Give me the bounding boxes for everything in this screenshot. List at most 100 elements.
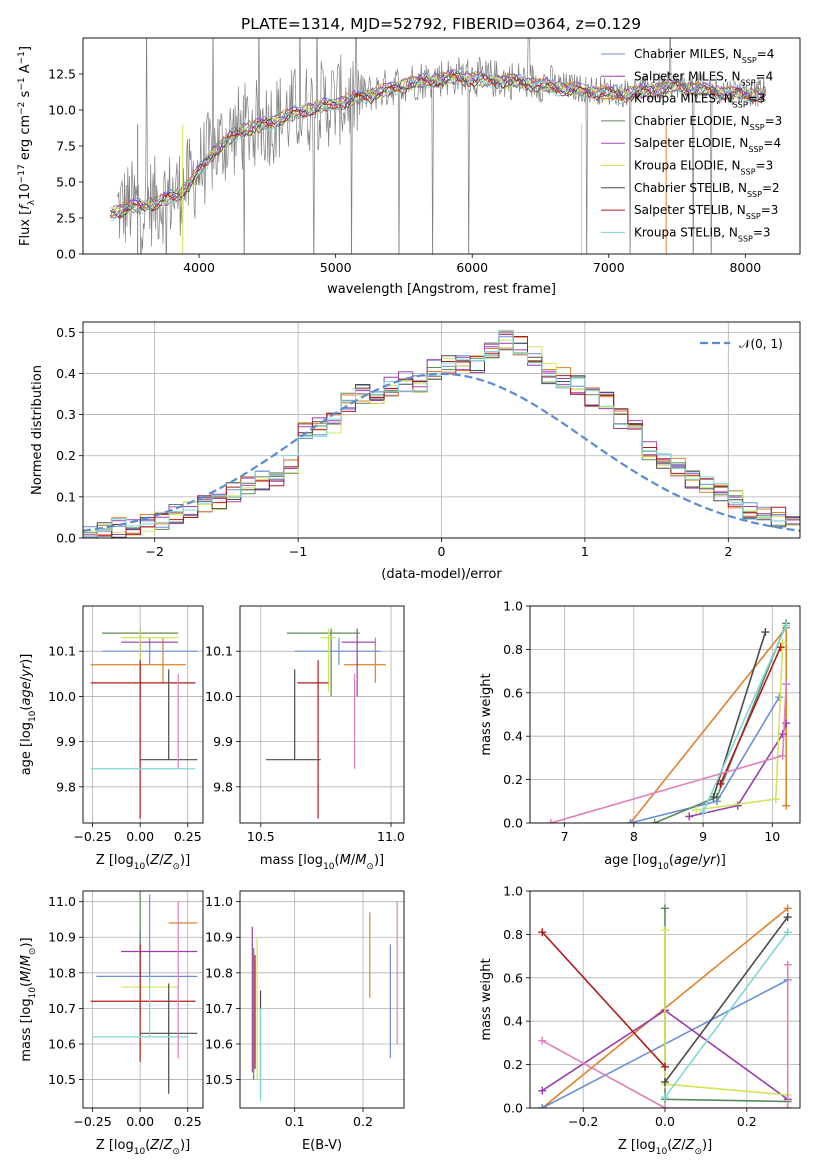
weight-marker <box>775 693 784 702</box>
weight-marker <box>782 680 791 689</box>
legend-entry: 𝒩(0, 1) <box>739 337 783 351</box>
weight-marker <box>538 1086 547 1095</box>
weight-marker <box>761 628 770 637</box>
axes-frame <box>82 321 801 539</box>
weight-marker <box>782 801 791 810</box>
y-tick-label: 0.1 <box>56 489 76 504</box>
weight-marker <box>538 1036 547 1045</box>
normal-curve <box>83 372 800 532</box>
x-tick-label: 0.00 <box>126 1114 154 1129</box>
x-tick-label: 8000 <box>729 260 761 275</box>
z_vs_mass-data <box>90 891 198 1094</box>
mass_vs_age-panel: 10.5 11.0 9.8 9.9 10.0 10.1 mass [log10(M/M⊙)] <box>205 605 405 872</box>
x-tick-label: 0 <box>438 544 446 559</box>
x-axis-label: Z [log10(Z/Z⊙)] <box>96 853 190 872</box>
weight-marker <box>771 795 780 804</box>
x-tick-label: 4000 <box>183 260 215 275</box>
weight-line <box>696 642 784 811</box>
weight-line <box>630 696 780 823</box>
x-tick-label: 7 <box>561 829 569 844</box>
y-tick-label: 9.8 <box>213 779 233 794</box>
x-tick-label: 0.1 <box>285 1114 305 1129</box>
y-tick-label: 10.9 <box>205 930 233 945</box>
y-tick-label: 10.8 <box>48 965 76 980</box>
y-tick-label: 10.6 <box>48 1036 76 1051</box>
x-tick-label: 0.25 <box>174 1114 202 1129</box>
x-tick-label: 11.0 <box>377 829 405 844</box>
x-axis-label: (data-model)/error <box>381 567 502 582</box>
y-tick-label: 0.8 <box>503 927 523 942</box>
weight-line <box>702 625 787 813</box>
x-tick-label: 2 <box>724 544 732 559</box>
y-tick-label: 0.4 <box>56 366 76 381</box>
weight-marker <box>626 819 635 823</box>
weight-marker <box>783 913 792 922</box>
y-axis-label: Normed distribution <box>30 365 45 495</box>
legend-entry: Chabrier ELODIE, NSSP=3 <box>634 114 782 131</box>
y-tick-label: 11.0 <box>48 894 76 909</box>
y-tick-label: 10.7 <box>48 1001 76 1016</box>
weight-marker <box>783 960 792 969</box>
weight-marker <box>650 819 659 823</box>
legend-entry: Kroupa STELIB, NSSP=3 <box>634 225 771 243</box>
axes-frame <box>239 605 405 824</box>
x-tick-label: −0.25 <box>73 829 111 844</box>
age_weights-panel: 7 8 9 10 0.0 0.2 0.4 0.6 0.8 1.0 age [log10(age/yr… <box>479 599 801 872</box>
legend-entry: Kroupa ELODIE, NSSP=3 <box>634 159 773 177</box>
y-tick-label: 10.1 <box>205 644 233 659</box>
y-tick-label: 10.8 <box>205 965 233 980</box>
y-tick-label: 0.4 <box>503 729 523 744</box>
y-tick-label: 0.2 <box>503 1057 523 1072</box>
weight-marker <box>709 792 718 801</box>
y-tick-label: 5.0 <box>56 175 76 190</box>
x-axis-label: mass [log10(M/M⊙)] <box>260 853 384 872</box>
model-line <box>109 72 767 217</box>
mass_vs_age-data <box>266 628 386 819</box>
axes-frame <box>82 890 204 1109</box>
z_vs_mass-panel: −0.25 0.00 0.25 10.5 10.6 10.7 10.8 10.9 11.0 Z [… <box>19 890 204 1157</box>
weight-marker <box>778 730 787 739</box>
axes-frame <box>239 890 405 1109</box>
x-axis-label: wavelength [Angstrom, rest frame] <box>327 282 556 297</box>
model-line <box>109 70 767 219</box>
model-line <box>110 73 767 219</box>
y-tick-label: 10.5 <box>48 1072 76 1087</box>
y-axis-label: age [log10(age/yr)] <box>19 654 38 776</box>
spectrum-data <box>109 38 767 254</box>
z_weights-panel: −0.2 0.0 0.2 0.0 0.2 0.4 0.6 0.8 1.0 Z [log10(Z/Z… <box>479 884 801 1157</box>
model-line <box>110 74 767 222</box>
x-tick-label: −0.25 <box>73 1114 111 1129</box>
weight-marker <box>661 1093 669 1102</box>
z_weights-data <box>538 904 792 1108</box>
y-tick-label: 0.3 <box>56 407 76 422</box>
model-line <box>109 73 767 215</box>
weight-marker <box>538 928 547 937</box>
x-tick-label: 9 <box>699 829 707 844</box>
y-tick-label: 0.0 <box>56 531 76 546</box>
ebv_vs_mass-panel: 0.1 0.2 10.5 10.6 10.7 10.8 10.9 11.0 E(B-V) <box>205 890 405 1153</box>
weight-marker <box>661 1062 669 1071</box>
age_weights-data <box>546 619 791 823</box>
x-tick-label: 1 <box>581 544 589 559</box>
legend-entry: Kroupa MILES, NSSP=3 <box>634 92 765 110</box>
x-tick-label: 5000 <box>320 260 352 275</box>
y-axis-label: mass [log10(M/M⊙)] <box>19 937 38 1061</box>
weight-marker <box>733 801 742 810</box>
observed-spectrum <box>116 38 766 254</box>
weight-marker <box>782 621 791 630</box>
y-tick-label: 0.8 <box>503 642 523 657</box>
legend-entry: Salpeter ELODIE, NSSP=4 <box>634 136 781 154</box>
y-tick-label: 10.1 <box>48 644 76 659</box>
y-tick-label: 9.8 <box>56 779 76 794</box>
weight-marker <box>776 643 785 652</box>
x-tick-label: 0.2 <box>737 1114 757 1129</box>
spectrum-legend: Chabrier MILES, NSSP=4 Salpeter MILES, NS… <box>601 47 782 243</box>
weight-marker <box>716 779 725 788</box>
y-tick-label: 12.5 <box>48 67 76 82</box>
weight-marker <box>778 751 787 760</box>
y-axis-label: mass weight <box>479 673 494 755</box>
x-tick-label: 0.00 <box>126 829 154 844</box>
model-line <box>110 71 767 214</box>
x-axis-label: Z [log10(Z/Z⊙)] <box>618 1138 712 1157</box>
